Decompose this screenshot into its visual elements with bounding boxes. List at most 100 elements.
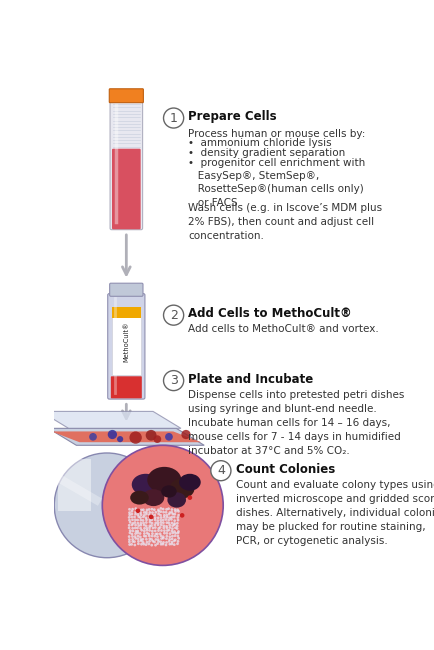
Circle shape: [151, 526, 155, 529]
Ellipse shape: [161, 486, 177, 498]
Circle shape: [128, 519, 131, 521]
Circle shape: [134, 519, 137, 521]
Circle shape: [142, 508, 145, 511]
Circle shape: [168, 516, 171, 519]
Circle shape: [131, 524, 134, 526]
Circle shape: [176, 508, 179, 512]
Ellipse shape: [132, 474, 160, 495]
Circle shape: [162, 537, 165, 540]
Circle shape: [177, 519, 179, 521]
Circle shape: [146, 529, 148, 532]
Circle shape: [150, 538, 153, 541]
Circle shape: [131, 513, 133, 515]
FancyBboxPatch shape: [109, 89, 143, 103]
Circle shape: [171, 511, 173, 514]
Circle shape: [132, 540, 134, 543]
Circle shape: [145, 527, 148, 530]
Circle shape: [137, 514, 139, 516]
Text: Count Colonies: Count Colonies: [236, 463, 335, 476]
Circle shape: [162, 536, 164, 538]
Circle shape: [154, 436, 161, 443]
Circle shape: [131, 510, 133, 513]
Circle shape: [128, 512, 131, 514]
Circle shape: [171, 508, 173, 511]
Circle shape: [146, 430, 157, 441]
Circle shape: [135, 530, 137, 533]
Circle shape: [143, 530, 146, 532]
Circle shape: [168, 513, 171, 515]
Circle shape: [131, 535, 134, 538]
Polygon shape: [52, 432, 201, 442]
Circle shape: [157, 517, 160, 519]
Circle shape: [168, 524, 171, 526]
Circle shape: [159, 519, 162, 521]
Circle shape: [164, 543, 168, 547]
Circle shape: [151, 514, 154, 517]
Circle shape: [154, 530, 157, 532]
Circle shape: [168, 536, 171, 538]
Circle shape: [162, 526, 165, 529]
Circle shape: [177, 540, 179, 543]
Circle shape: [154, 535, 156, 538]
Circle shape: [135, 537, 137, 540]
Circle shape: [150, 519, 153, 521]
Ellipse shape: [143, 489, 164, 506]
Circle shape: [171, 532, 174, 534]
Circle shape: [160, 521, 162, 524]
Circle shape: [170, 518, 173, 521]
Circle shape: [139, 532, 141, 535]
Circle shape: [137, 524, 140, 527]
Circle shape: [138, 515, 140, 518]
Circle shape: [168, 521, 170, 525]
Circle shape: [89, 433, 97, 441]
Circle shape: [174, 534, 176, 537]
Circle shape: [168, 538, 171, 541]
Circle shape: [137, 534, 139, 538]
Circle shape: [148, 540, 151, 543]
Circle shape: [163, 514, 166, 517]
Circle shape: [142, 521, 145, 525]
Text: Add Cells to MethoCult®: Add Cells to MethoCult®: [188, 307, 352, 320]
Ellipse shape: [54, 453, 160, 558]
Text: 4: 4: [217, 464, 225, 477]
Circle shape: [129, 432, 142, 444]
Circle shape: [145, 521, 148, 524]
Circle shape: [156, 532, 159, 535]
Circle shape: [151, 532, 154, 535]
Circle shape: [140, 514, 142, 516]
Circle shape: [143, 511, 146, 514]
Circle shape: [174, 526, 177, 529]
Circle shape: [134, 511, 137, 514]
Circle shape: [162, 508, 164, 510]
Circle shape: [171, 541, 174, 543]
Circle shape: [140, 508, 143, 512]
Circle shape: [173, 522, 176, 525]
Circle shape: [145, 511, 148, 514]
Circle shape: [148, 516, 151, 519]
Circle shape: [128, 508, 131, 511]
Circle shape: [181, 430, 191, 439]
Circle shape: [128, 532, 132, 534]
Circle shape: [159, 510, 162, 513]
Circle shape: [148, 538, 151, 540]
Circle shape: [145, 541, 148, 543]
Circle shape: [139, 516, 142, 519]
Text: Process human or mouse cells by:: Process human or mouse cells by:: [188, 129, 366, 139]
Circle shape: [177, 510, 180, 513]
Circle shape: [164, 518, 167, 521]
Circle shape: [173, 519, 176, 522]
FancyBboxPatch shape: [111, 376, 142, 398]
Circle shape: [168, 511, 171, 514]
Ellipse shape: [179, 474, 201, 491]
Circle shape: [133, 540, 136, 543]
Circle shape: [155, 532, 157, 536]
Circle shape: [108, 430, 117, 439]
Circle shape: [155, 538, 157, 541]
Text: •  ammonium chloride lysis: • ammonium chloride lysis: [188, 138, 332, 148]
Circle shape: [141, 519, 145, 522]
Circle shape: [151, 540, 155, 543]
Text: 1: 1: [170, 112, 178, 125]
Circle shape: [142, 515, 145, 518]
Circle shape: [148, 519, 151, 521]
Circle shape: [171, 513, 174, 515]
